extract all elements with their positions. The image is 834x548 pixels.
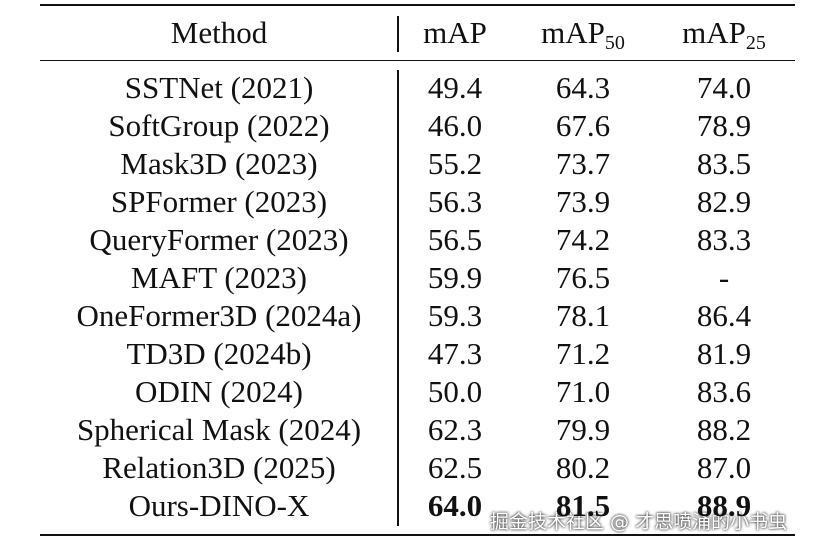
value-cell: 78.1 bbox=[555, 298, 611, 333]
value-cell: 56.3 bbox=[427, 184, 483, 219]
header-text: mAP bbox=[423, 15, 487, 50]
method-cell: ODIN (2024) bbox=[135, 374, 303, 409]
value-cell: 83.6 bbox=[696, 374, 752, 409]
value-cell: 74.0 bbox=[696, 70, 752, 105]
top-rule bbox=[40, 4, 795, 6]
value-cell: 62.3 bbox=[427, 412, 483, 447]
method-cell: OneFormer3D (2024a) bbox=[76, 298, 362, 333]
value-cell: 73.7 bbox=[555, 146, 611, 181]
header-cell: mAP25 bbox=[682, 15, 766, 54]
header-subscript: 50 bbox=[604, 32, 625, 54]
value-cell: 81.5 bbox=[555, 488, 611, 523]
method-cell: SoftGroup (2022) bbox=[108, 108, 330, 143]
method-cell: Spherical Mask (2024) bbox=[76, 412, 362, 447]
value-cell: 71.2 bbox=[555, 336, 611, 371]
value-cell: 87.0 bbox=[696, 450, 752, 485]
value-cell: 59.3 bbox=[427, 298, 483, 333]
value-cell: 62.5 bbox=[427, 450, 483, 485]
watermark: 掘金技术社区 @ 才思喷涌的小书虫 bbox=[490, 511, 788, 533]
value-cell: 71.0 bbox=[555, 374, 611, 409]
value-cell: 73.9 bbox=[555, 184, 611, 219]
value-cell: 64.0 bbox=[427, 488, 483, 523]
bottom-rule bbox=[40, 534, 795, 536]
header-text: Method bbox=[170, 15, 268, 50]
method-cell: QueryFormer (2023) bbox=[89, 222, 349, 257]
header-divider bbox=[397, 16, 399, 52]
value-cell: - bbox=[718, 260, 730, 295]
method-cell: SSTNet (2021) bbox=[124, 70, 314, 105]
method-cell: TD3D (2024b) bbox=[126, 336, 312, 371]
header-cell: mAP bbox=[423, 15, 487, 51]
value-cell: 50.0 bbox=[427, 374, 483, 409]
body-divider bbox=[397, 70, 399, 526]
header-subscript: 25 bbox=[745, 32, 766, 54]
method-cell: Ours-DINO-X bbox=[128, 488, 310, 523]
value-cell: 55.2 bbox=[427, 146, 483, 181]
value-cell: 49.4 bbox=[427, 70, 483, 105]
value-cell: 47.3 bbox=[427, 336, 483, 371]
value-cell: 74.2 bbox=[555, 222, 611, 257]
value-cell: 56.5 bbox=[427, 222, 483, 257]
value-cell: 79.9 bbox=[555, 412, 611, 447]
value-cell: 64.3 bbox=[555, 70, 611, 105]
value-cell: 83.3 bbox=[696, 222, 752, 257]
value-cell: 88.9 bbox=[696, 488, 752, 523]
header-cell: mAP50 bbox=[541, 15, 625, 54]
value-cell: 82.9 bbox=[696, 184, 752, 219]
value-cell: 78.9 bbox=[696, 108, 752, 143]
header-text: mAP bbox=[541, 15, 605, 50]
header-cell: Method bbox=[171, 15, 267, 51]
value-cell: 76.5 bbox=[555, 260, 611, 295]
value-cell: 86.4 bbox=[696, 298, 752, 333]
value-cell: 59.9 bbox=[427, 260, 483, 295]
method-cell: MAFT (2023) bbox=[131, 260, 307, 295]
value-cell: 46.0 bbox=[427, 108, 483, 143]
value-cell: 88.2 bbox=[696, 412, 752, 447]
method-cell: Mask3D (2023) bbox=[120, 146, 318, 181]
value-cell: 80.2 bbox=[555, 450, 611, 485]
value-cell: 67.6 bbox=[555, 108, 611, 143]
method-cell: SPFormer (2023) bbox=[110, 184, 328, 219]
value-cell: 81.9 bbox=[696, 336, 752, 371]
header-text: mAP bbox=[682, 15, 746, 50]
header-rule bbox=[40, 60, 795, 61]
method-cell: Relation3D (2025) bbox=[102, 450, 336, 485]
value-cell: 83.5 bbox=[696, 146, 752, 181]
